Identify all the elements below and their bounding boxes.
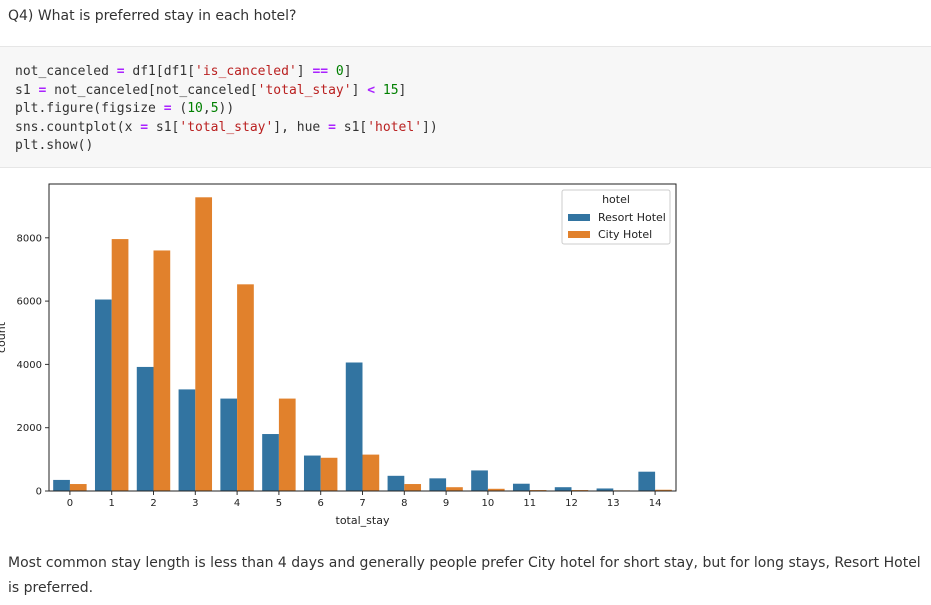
bar-city-hotel [195,197,213,491]
x-tick-label: 5 [276,498,282,509]
bar-city-hotel [278,398,296,491]
code-line: plt.show() [15,138,94,153]
bar-resort-hotel [554,487,572,491]
question-heading: Q4) What is preferred stay in each hotel… [8,8,297,24]
bar-resort-hotel [471,470,488,491]
bar-city-hotel [446,487,463,491]
x-tick-label: 14 [649,498,662,509]
bar-resort-hotel [596,488,614,491]
x-tick-label: 2 [150,498,156,509]
legend-swatch [568,214,590,221]
bar-resort-hotel [94,299,112,491]
bar-resort-hotel [262,434,279,491]
bar-city-hotel [487,488,505,491]
x-tick-label: 8 [401,498,407,509]
x-tick-label: 6 [318,498,324,509]
code-cell[interactable]: not_canceled = df1[df1['is_canceled'] ==… [0,46,931,168]
x-tick-label: 4 [234,498,240,509]
bar-resort-hotel [53,479,70,491]
plot-frame [48,183,677,492]
bar-city-hotel [320,457,338,491]
legend-title: hotel [602,193,630,206]
code-line: not_canceled = df1[df1['is_canceled'] ==… [15,64,352,79]
x-tick-label: 12 [565,498,578,509]
x-axis-label: total_stay [336,514,390,527]
y-tick-label: 2000 [17,423,42,434]
bar-city-hotel [153,250,171,491]
answer-text: Most common stay length is less than 4 d… [8,555,921,596]
y-tick-label: 4000 [17,360,42,371]
x-tick-label: 10 [482,498,495,509]
bar-resort-hotel [178,389,196,491]
bar-resort-hotel [429,478,447,491]
x-tick-label: 11 [523,498,536,509]
x-tick-label: 13 [607,498,620,509]
y-axis-label: count [0,321,8,353]
y-tick-label: 8000 [17,233,42,244]
bar-resort-hotel [220,398,238,491]
y-tick-label: 6000 [17,297,42,308]
x-tick-label: 1 [109,498,115,509]
bar-city-hotel [404,484,422,491]
x-tick-label: 9 [443,498,449,509]
legend-box [561,189,671,245]
legend-label: City Hotel [598,228,652,241]
bar-resort-hotel [512,483,530,491]
x-tick-label: 0 [67,498,73,509]
bar-resort-hotel [136,366,154,491]
bar-city-hotel [362,454,380,491]
bar-resort-hotel [638,471,656,491]
x-tick-label: 3 [192,498,198,509]
bar-city-hotel [111,239,129,491]
code-line: sns.countplot(x = s1['total_stay'], hue … [15,119,438,135]
bar-resort-hotel [387,475,405,491]
bar-city-hotel [237,284,254,491]
bar-resort-hotel [303,455,321,491]
legend-swatch [568,231,590,238]
code-line: plt.figure(figsize = (10,5)) [15,101,235,116]
chart-output: 0 2000 4000 6000 8000 0 1 2 3 4 5 6 7 8 9 10 11 12 13 14 tot… [0,170,690,530]
bar-city-hotel [69,484,87,491]
x-tick-label: 7 [359,498,365,509]
y-tick-label: 0 [36,487,42,498]
bar-resort-hotel [345,362,363,491]
code-block: not_canceled = df1[df1['is_canceled'] ==… [15,63,438,156]
bar-city-hotel [655,489,672,491]
legend-label: Resort Hotel [598,211,666,224]
code-line: s1 = not_canceled[not_canceled['total_st… [15,82,407,98]
